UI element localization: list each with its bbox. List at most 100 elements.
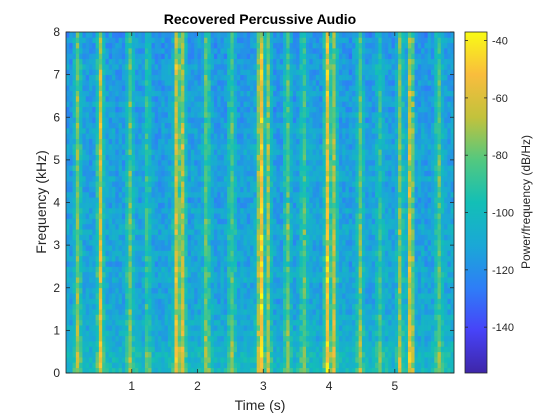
- spectrogram-cell: [115, 175, 120, 182]
- spectrogram-cell: [85, 367, 90, 374]
- spectrogram-cell: [243, 69, 248, 76]
- spectrogram-cell: [207, 149, 212, 155]
- spectrogram-cell: [204, 154, 208, 161]
- spectrogram-cell: [213, 330, 218, 337]
- spectrogram-cell: [283, 37, 287, 44]
- spectrogram-cell: [260, 197, 264, 203]
- spectrogram-cell: [253, 117, 258, 123]
- spectrogram-cell: [115, 362, 120, 369]
- spectrogram-cell: [121, 79, 126, 86]
- spectrogram-cell: [266, 207, 271, 214]
- spectrogram-cell: [266, 170, 271, 177]
- spectrogram-cell: [306, 79, 310, 86]
- spectrogram-cell: [283, 58, 287, 65]
- spectrogram-cell: [177, 351, 182, 358]
- spectrogram-cell: [158, 159, 162, 166]
- spectrogram-cell: [283, 335, 287, 342]
- spectrogram-cell: [112, 314, 116, 321]
- spectrogram-cell: [306, 309, 310, 315]
- spectrogram-cell: [200, 319, 205, 326]
- spectrogram-cell: [167, 346, 172, 353]
- spectrogram-cell: [253, 181, 258, 187]
- spectrogram-cell: [302, 186, 307, 193]
- spectrogram-cell: [276, 330, 281, 337]
- spectrogram-cell: [256, 32, 261, 38]
- spectrogram-cell: [246, 133, 251, 139]
- spectrogram-cell: [72, 79, 77, 86]
- spectrogram-cell: [141, 32, 146, 38]
- spectrogram-cell: [263, 181, 267, 187]
- spectrogram-cell: [190, 282, 195, 289]
- spectrogram-cell: [230, 319, 235, 326]
- spectrogram-cell: [253, 32, 258, 38]
- spectrogram-cell: [148, 101, 152, 107]
- spectrogram-cell: [171, 175, 175, 182]
- spectrogram-cell: [98, 255, 103, 262]
- spectrogram-cell: [108, 341, 113, 347]
- spectrogram-cell: [118, 143, 123, 150]
- spectrogram-cell: [98, 90, 103, 97]
- spectrogram-cell: [92, 367, 96, 374]
- spectrogram-cell: [197, 207, 202, 214]
- spectrogram-cell: [263, 122, 267, 129]
- spectrogram-cell: [161, 250, 166, 257]
- spectrogram-cell: [319, 218, 323, 225]
- spectrogram-cell: [72, 303, 77, 310]
- spectrogram-cell: [98, 58, 103, 65]
- spectrogram-cell: [171, 255, 175, 262]
- spectrogram-cell: [69, 239, 73, 246]
- spectrogram-cell: [263, 213, 267, 219]
- spectrogram-cell: [79, 213, 83, 219]
- spectrogram-cell: [187, 298, 192, 305]
- spectrogram-cell: [69, 117, 73, 123]
- spectrogram-cell: [246, 351, 251, 358]
- spectrogram-cell: [256, 309, 261, 315]
- spectrogram-cell: [253, 218, 258, 225]
- spectrogram-cell: [98, 149, 103, 155]
- spectrogram-cell: [128, 346, 133, 353]
- spectrogram-cell: [309, 266, 314, 273]
- spectrogram-cell: [233, 239, 238, 246]
- spectrogram-cell: [177, 74, 182, 81]
- spectrogram-cell: [279, 127, 284, 134]
- spectrogram-cell: [207, 207, 212, 214]
- spectrogram-cell: [283, 346, 287, 353]
- spectrogram-cell: [79, 186, 83, 193]
- spectrogram-cell: [250, 234, 254, 241]
- spectrogram-cell: [283, 197, 287, 203]
- spectrogram-cell: [289, 325, 294, 331]
- spectrogram-cell: [263, 191, 267, 198]
- spectrogram-cell: [105, 138, 110, 145]
- spectrogram-cell: [315, 277, 320, 283]
- spectrogram-cell: [197, 32, 202, 38]
- spectrogram-cell: [181, 175, 185, 182]
- spectrogram-cell: [105, 79, 110, 86]
- spectrogram-cell: [233, 293, 238, 299]
- spectrogram-cell: [164, 58, 169, 65]
- spectrogram-cell: [312, 101, 317, 107]
- spectrogram-cell: [102, 207, 106, 214]
- spectrogram-cell: [315, 58, 320, 65]
- spectrogram-cell: [89, 42, 93, 49]
- spectrogram-cell: [250, 95, 254, 102]
- spectrogram-cell: [306, 186, 310, 193]
- spectrogram-cell: [283, 181, 287, 187]
- spectrogram-cell: [144, 197, 149, 203]
- spectrogram-cell: [187, 165, 192, 171]
- spectrogram-cell: [181, 277, 185, 283]
- spectrogram-cell: [210, 282, 215, 289]
- spectrogram-cell: [240, 330, 244, 337]
- spectrogram-cell: [75, 357, 80, 363]
- spectrogram-cell: [309, 58, 314, 65]
- spectrogram-cell: [144, 127, 149, 134]
- spectrogram-cell: [148, 127, 152, 134]
- spectrogram-cell: [125, 181, 129, 187]
- spectrogram-cell: [79, 346, 83, 353]
- spectrogram-cell: [204, 101, 208, 107]
- spectrogram-cell: [190, 202, 195, 209]
- spectrogram-cell: [289, 111, 294, 118]
- spectrogram-cell: [138, 37, 143, 44]
- spectrogram-cell: [181, 143, 185, 150]
- spectrogram-cell: [207, 95, 212, 102]
